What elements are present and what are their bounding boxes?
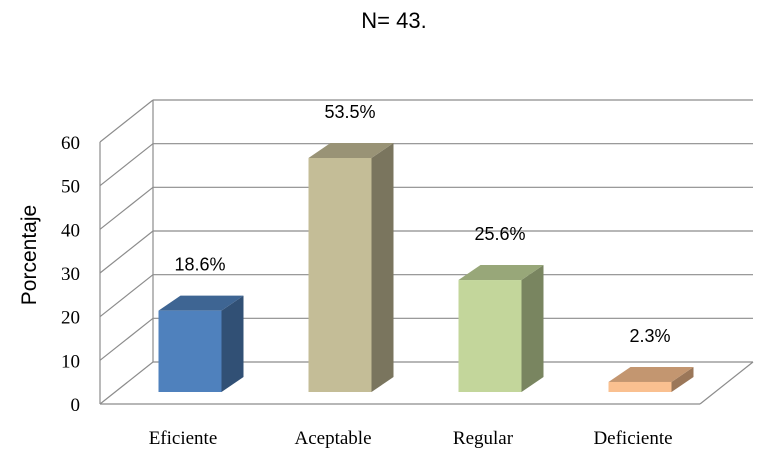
bar-top [458,265,544,281]
y-tick-label: 10 [61,351,80,372]
bar-side [671,366,694,392]
bar-side [221,295,244,392]
data-label: 18.6% [174,255,225,275]
wall-gridline [99,143,154,187]
y-tick-label: 50 [61,177,80,198]
bar-top [308,143,394,158]
chart-title: N= 43. [361,8,426,33]
y-tick-label: 0 [71,395,81,416]
data-label: 2.3% [629,326,670,346]
x-tick-label: Regular [453,428,514,449]
bar-regular: 25.6% [458,224,544,392]
bar-front [308,158,372,392]
x-axis-ticks: Eficiente Aceptable Regular Deficiente [149,428,673,449]
bar-front [608,381,672,392]
bars: 18.6% 53.5% 25.6% 2.3% [158,102,694,392]
wall-gridline [99,99,154,143]
y-tick-label: 20 [61,308,80,329]
wall-gridline [99,317,154,361]
bar-side [521,265,544,392]
data-label: 25.6% [474,224,525,244]
bar-side [371,143,394,392]
wall-gridline [99,361,154,405]
wall-gridline [99,274,154,318]
bar-aceptable: 53.5% [308,102,394,392]
wall-gridline [99,230,154,274]
y-axis-label: Porcentaje [18,205,41,305]
y-tick-label: 40 [61,220,80,241]
wall-gridline [99,186,154,230]
y-axis-ticks: 0 10 20 30 40 50 60 [61,133,80,416]
x-tick-label: Deficiente [593,428,672,449]
y-tick-label: 30 [61,264,80,285]
gridlines [99,99,754,405]
data-label: 53.5% [324,102,375,122]
y-tick-label: 60 [61,133,80,154]
x-tick-label: Eficiente [149,428,218,449]
bar-front [458,280,522,392]
bar-front [158,310,222,392]
bar-top [158,295,244,311]
bar-top [608,366,694,382]
bar-eficiente: 18.6% [158,255,244,392]
bar-deficiente: 2.3% [608,326,694,392]
x-tick-label: Aceptable [294,428,371,449]
floor-edge [699,361,754,405]
